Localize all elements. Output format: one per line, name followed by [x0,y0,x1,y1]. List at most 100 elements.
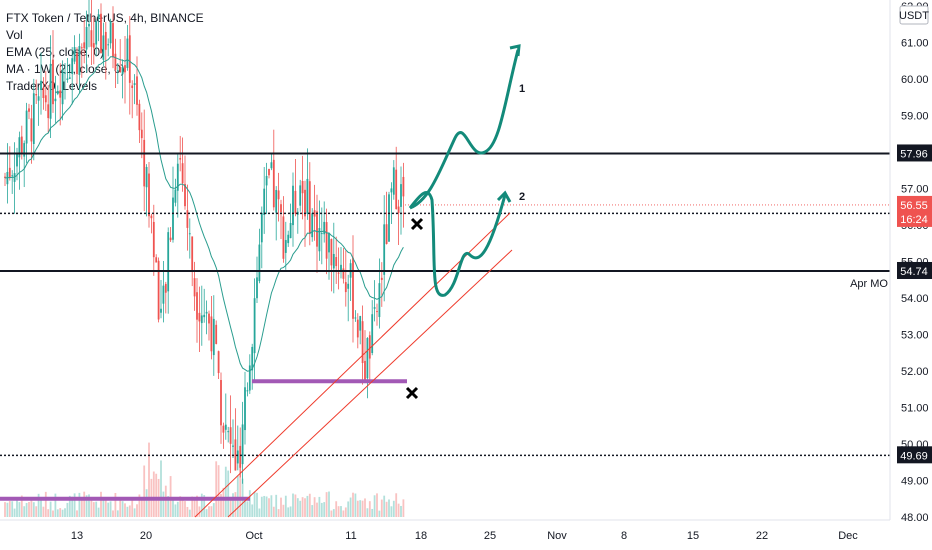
volume-bar [145,489,148,517]
time-tick: Oct [245,530,262,542]
volume-bar [318,496,321,517]
candle-body [52,59,54,105]
volume-bar [148,442,150,517]
volume-bar [330,510,333,517]
volume-bar [25,502,28,517]
volume-bar [131,498,134,517]
volume-bar [184,501,186,517]
volume-bar [229,499,232,517]
volume-bar [35,506,38,517]
volume-bar [306,495,309,517]
candle-body [23,143,26,157]
candle-body [95,21,98,45]
time-tick: Dec [838,530,858,542]
candle-body [356,319,359,338]
candle-body [78,46,81,75]
candle-body [217,351,220,374]
volume-bar [392,500,395,517]
candle-body [188,233,191,235]
volume-bar [54,493,57,517]
volume-bar [402,499,405,517]
volume-bar [138,494,141,517]
volume-bar [210,506,213,517]
volume-bar [301,497,304,517]
candle-body [376,311,378,313]
x-mark-2 [405,386,419,400]
volume-bar [11,501,14,517]
candle-body [37,96,40,101]
volume-bar [270,495,273,517]
volume-bar [272,506,275,517]
volume-bar [205,509,208,517]
volume-bar [100,491,102,517]
price-tick: 52.00 [901,366,929,378]
candle-body [380,277,383,280]
candle-body [306,178,309,214]
candle-body [116,70,119,72]
candle-body [263,188,266,216]
volume-bar [220,494,222,517]
volume-bar [44,491,47,517]
candle-body [330,238,333,266]
candle-body [220,380,222,426]
candle-body [172,197,174,240]
volume-bar [196,495,198,517]
candle-body [371,314,374,353]
candle-body [361,321,364,364]
volume-bar [47,509,50,517]
volume-bar [90,497,93,517]
price-tick: 61.00 [901,38,929,50]
volume-bar [20,495,23,517]
candle-body [311,213,314,238]
time-axis[interactable]: 13 20 Oct 11 18 25 Nov 8 15 22 Dec [0,519,890,542]
volume-bar [320,502,323,517]
candle-body [390,188,393,193]
candle-body [83,42,86,49]
volume-bar [128,505,131,517]
candle-body [251,346,254,371]
volume-bar [251,504,254,517]
volume-bar [179,496,182,517]
candle-body [191,236,194,272]
candle-body [109,21,112,44]
candle-body [71,58,74,74]
candle-body [200,315,203,324]
volume-bar [253,491,256,517]
candle-body [114,53,117,70]
candle-body [400,184,402,207]
volume-bar [126,506,129,517]
candle-body [239,445,242,468]
projection-path-1 [409,49,520,210]
legend-title[interactable]: FTX Token / TetherUS, 4h, BINANCE [6,11,204,25]
candle-body [20,136,23,155]
volume-bar [162,491,165,517]
time-tick: 18 [415,530,427,542]
candle-body [100,13,102,54]
volume-bar [167,496,170,517]
volume-bar [395,493,398,517]
volume-bar [236,475,239,517]
volume-bar [37,493,40,517]
volume-bar [13,508,16,517]
level-tag-57.96 [897,144,932,162]
volume-bar [193,500,196,517]
volume-bar [328,491,330,517]
candlesticks [4,0,405,484]
legend-vol[interactable]: Vol [6,28,23,42]
price-axis[interactable]: 62.0061.0060.0059.0058.0057.0056.0055.00… [889,0,932,550]
candle-body [157,260,160,320]
candle-body [352,257,354,319]
volume-bar [71,496,74,517]
candle-body [344,282,347,293]
volume-bar [8,501,11,517]
ema-line [4,56,404,372]
candle-body [126,38,129,68]
volume-bar [265,496,268,517]
volume-bar [76,510,78,517]
x-mark-1 [410,217,424,231]
candle-body [119,67,122,73]
candle-body [198,312,201,322]
price-tick: 48.00 [901,512,929,524]
candle-body [253,298,256,354]
